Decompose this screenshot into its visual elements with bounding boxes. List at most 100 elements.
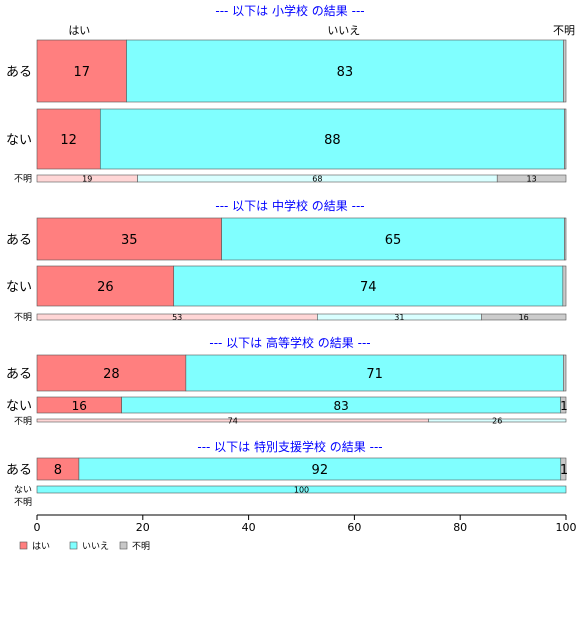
data-label: 100 <box>294 486 309 495</box>
data-label: 83 <box>334 399 349 413</box>
bar-segment <box>560 457 567 481</box>
panel-title: --- 以下は 特別支援学校 の結果 --- <box>197 439 382 454</box>
x-tick-label: 0 <box>34 521 41 534</box>
data-label: 83 <box>337 65 354 80</box>
row-label: ある <box>6 463 32 478</box>
row-label: ない <box>6 399 32 414</box>
data-label: 35 <box>121 233 138 248</box>
bar-segment <box>481 313 567 321</box>
row-label: 不明 <box>14 497 32 508</box>
bar-segment <box>185 354 564 392</box>
bar-row: 不明 53 31 16 <box>14 312 567 323</box>
bar-segment <box>563 354 567 392</box>
bar-segment <box>564 108 567 170</box>
legend-item: いいえ <box>69 541 109 552</box>
row-label: 不明 <box>14 174 32 185</box>
legend-swatch <box>19 541 28 550</box>
data-label: 74 <box>228 417 238 426</box>
data-label: 17 <box>73 65 90 80</box>
bar-segment <box>563 39 567 103</box>
x-axis: 0 20 40 60 80 100 <box>34 514 577 534</box>
data-label: 16 <box>72 399 87 413</box>
legend-item: はい <box>19 541 50 552</box>
bar-segment <box>36 265 175 307</box>
bar-row: ない 100 <box>14 485 567 496</box>
data-label: 65 <box>385 233 402 248</box>
panel-2: --- 以下は 中学校 の結果 --- ある 35 65 ない 26 74 不明 53 31 16 <box>6 198 567 323</box>
bar-row: 不明 19 68 13 <box>14 174 567 185</box>
x-tick-label: 60 <box>347 521 361 534</box>
data-label: 74 <box>360 280 377 295</box>
data-label: 68 <box>312 175 322 184</box>
data-label: 16 <box>519 313 529 322</box>
data-label: 13 <box>527 175 537 184</box>
panel-title: --- 以下は 小学校 の結果 --- <box>215 3 364 18</box>
legend-label: 不明 <box>132 541 150 552</box>
x-tick-label: 40 <box>242 521 256 534</box>
bar-row: 不明 74 26 <box>14 416 567 427</box>
row-label: ない <box>6 280 32 295</box>
panel-1: --- 以下は 小学校 の結果 --- ある 17 83 ない 12 88 不明 19 68 13 <box>6 3 567 185</box>
x-tick-label: 20 <box>136 521 150 534</box>
data-label: 28 <box>103 367 120 382</box>
legend-swatch <box>119 541 128 550</box>
data-label: 88 <box>324 133 341 148</box>
data-label: 92 <box>312 463 329 478</box>
bar-row: ない 26 74 <box>6 265 567 307</box>
legend-item: 不明 <box>119 541 150 552</box>
bar-segment <box>36 354 187 392</box>
legend-label: はい <box>32 541 50 552</box>
legend-swatch <box>69 541 78 550</box>
data-label: 26 <box>97 280 114 295</box>
bar-segment <box>36 39 127 103</box>
data-label: 1 <box>560 399 568 413</box>
bar-segment <box>99 108 565 170</box>
bar-segment <box>36 217 222 261</box>
panel-4: --- 以下は 特別支援学校 の結果 --- ある 8 92 1 ない 100 不明 <box>6 439 568 508</box>
row-label: ない <box>14 485 32 496</box>
panel-3: --- 以下は 高等学校 の結果 --- ある 28 71 ない 16 83 1 不明 74 26 <box>6 335 568 427</box>
bar-segment <box>126 39 564 103</box>
bar-row: ない 12 88 <box>6 108 567 170</box>
data-label: 26 <box>492 417 502 426</box>
x-tick-label: 100 <box>556 521 577 534</box>
legend-label: いいえ <box>82 541 109 552</box>
header-label-2: いいえ <box>327 24 360 37</box>
bar-segment <box>428 418 567 423</box>
bar-row: 不明 <box>14 497 32 508</box>
bar-segment <box>562 265 567 307</box>
bar-segment <box>36 485 567 494</box>
bar-segment <box>221 217 565 261</box>
data-label: 1 <box>560 463 568 478</box>
data-label: 53 <box>172 313 182 322</box>
bar-row: ある 35 65 <box>6 217 567 261</box>
header-label-1: はい <box>68 24 90 37</box>
bar-segment <box>36 108 101 170</box>
row-label: ない <box>6 133 32 148</box>
data-label: 19 <box>82 175 92 184</box>
row-label: ある <box>6 65 32 80</box>
data-label: 12 <box>60 133 77 148</box>
panel-title: --- 以下は 中学校 の結果 --- <box>215 198 364 213</box>
row-label: 不明 <box>14 416 32 427</box>
x-tick-label: 80 <box>453 521 467 534</box>
data-label: 31 <box>394 313 404 322</box>
bar-segment <box>560 396 567 414</box>
header-label-3: 不明 <box>553 24 575 37</box>
row-label: 不明 <box>14 312 32 323</box>
row-label: ある <box>6 233 32 248</box>
legend: はい いいえ 不明 <box>19 541 150 552</box>
row-label: ある <box>6 367 32 382</box>
bar-segment <box>173 265 564 307</box>
bar-row: ない 16 83 1 <box>6 396 568 414</box>
bar-segment <box>564 217 567 261</box>
bar-row: ある 28 71 <box>6 354 567 392</box>
data-label: 8 <box>54 463 62 478</box>
panel-title: --- 以下は 高等学校 の結果 --- <box>209 335 370 350</box>
bar-segment <box>496 174 567 183</box>
bar-row: ある 17 83 <box>6 39 567 103</box>
data-label: 71 <box>366 367 383 382</box>
header-labels: はい いいえ 不明 <box>68 24 575 37</box>
